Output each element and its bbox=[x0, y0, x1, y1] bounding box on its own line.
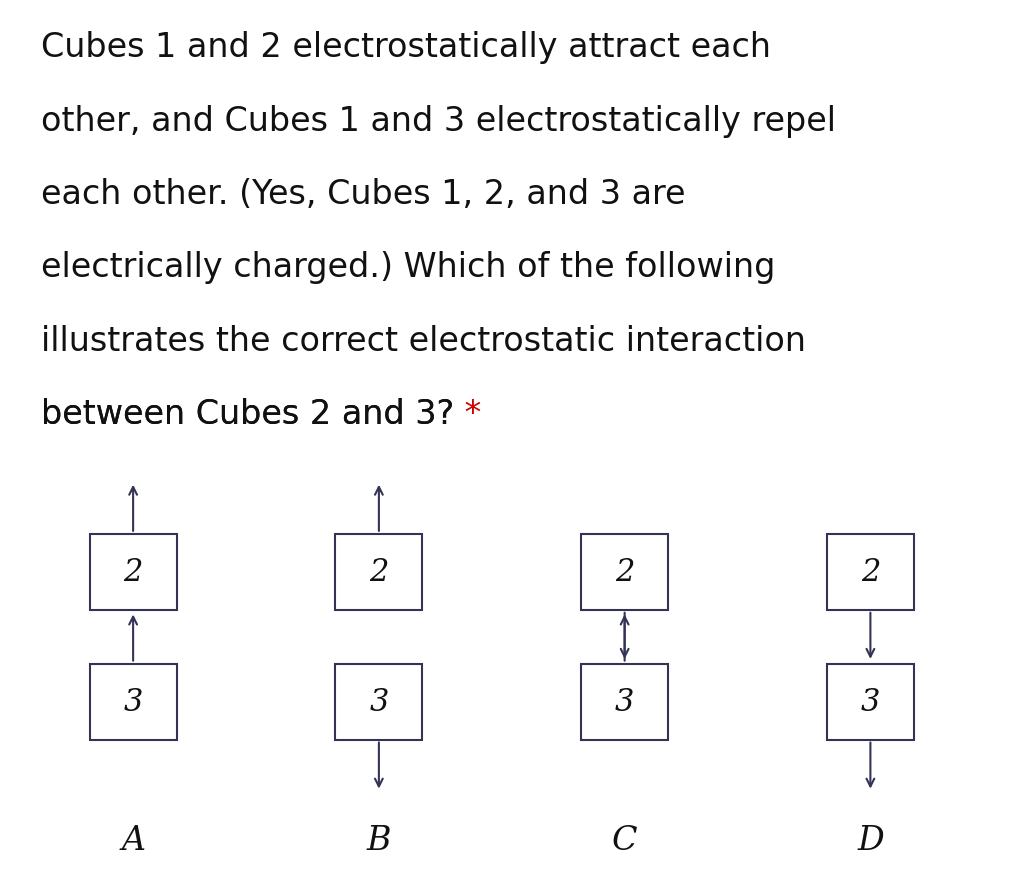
FancyBboxPatch shape bbox=[827, 535, 913, 610]
FancyBboxPatch shape bbox=[90, 535, 176, 610]
FancyBboxPatch shape bbox=[582, 663, 668, 740]
Text: 2: 2 bbox=[615, 557, 634, 587]
Text: illustrates the correct electrostatic interaction: illustrates the correct electrostatic in… bbox=[41, 325, 806, 358]
FancyBboxPatch shape bbox=[90, 663, 176, 740]
FancyBboxPatch shape bbox=[336, 535, 423, 610]
FancyBboxPatch shape bbox=[827, 663, 913, 740]
Text: between Cubes 2 and 3? *: between Cubes 2 and 3? * bbox=[41, 398, 481, 431]
Text: C: C bbox=[612, 824, 637, 856]
Text: 3: 3 bbox=[124, 687, 142, 717]
Text: other, and Cubes 1 and 3 electrostatically repel: other, and Cubes 1 and 3 electrostatical… bbox=[41, 105, 836, 138]
Text: 2: 2 bbox=[370, 557, 388, 587]
Text: between Cubes 2 and 3?: between Cubes 2 and 3? bbox=[41, 398, 455, 431]
Text: 3: 3 bbox=[615, 687, 634, 717]
FancyBboxPatch shape bbox=[336, 663, 423, 740]
Text: between Cubes 2 and 3?: between Cubes 2 and 3? bbox=[41, 398, 455, 431]
Text: each other. (Yes, Cubes 1, 2, and 3 are: each other. (Yes, Cubes 1, 2, and 3 are bbox=[41, 178, 685, 211]
Text: Cubes 1 and 2 electrostatically attract each: Cubes 1 and 2 electrostatically attract … bbox=[41, 31, 771, 64]
Text: *: * bbox=[455, 398, 481, 431]
FancyBboxPatch shape bbox=[582, 535, 668, 610]
Text: 2: 2 bbox=[861, 557, 880, 587]
Text: 2: 2 bbox=[124, 557, 142, 587]
Text: A: A bbox=[121, 824, 145, 856]
Text: D: D bbox=[857, 824, 884, 856]
Text: 3: 3 bbox=[370, 687, 388, 717]
Text: 3: 3 bbox=[861, 687, 880, 717]
Text: electrically charged.) Which of the following: electrically charged.) Which of the foll… bbox=[41, 251, 775, 284]
Text: B: B bbox=[367, 824, 391, 856]
